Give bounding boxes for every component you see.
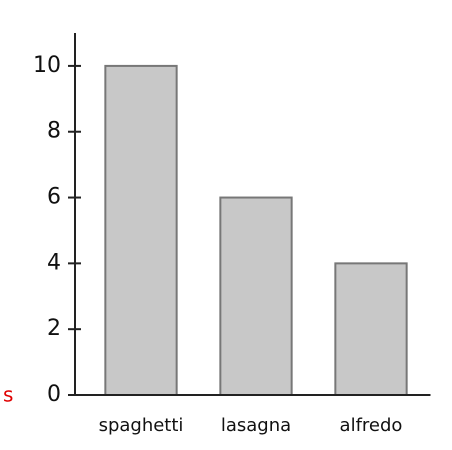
- y-tick-label: 6: [47, 185, 61, 210]
- bar: [104, 64, 178, 396]
- y-tick-label: 10: [33, 53, 61, 78]
- y-tick-label: 4: [47, 250, 61, 275]
- x-tick-label: alfredo: [340, 415, 403, 436]
- y-tick-label: 2: [47, 316, 61, 341]
- x-tick-label: spaghetti: [99, 415, 184, 436]
- bar: [219, 196, 293, 396]
- annotation: s: [3, 383, 13, 407]
- x-tick-label: lasagna: [221, 415, 291, 436]
- bar: [334, 262, 408, 397]
- y-tick-label: 8: [47, 119, 61, 144]
- y-tick-label: 0: [47, 382, 61, 407]
